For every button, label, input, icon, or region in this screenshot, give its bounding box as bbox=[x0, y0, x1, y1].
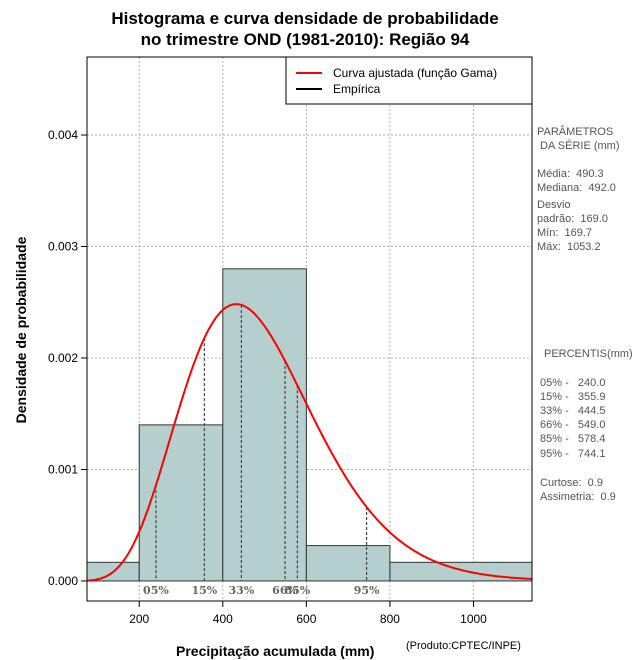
percentis-heading: PERCENTIS(mm) bbox=[544, 348, 633, 360]
x-tick-label-200: 200 bbox=[129, 612, 149, 626]
percentile-label-95: 95% bbox=[354, 584, 380, 597]
x-axis-label: Precipitação acumulada (mm) bbox=[176, 643, 375, 659]
histogram-bars bbox=[86, 268, 533, 582]
y-tick-label-0.004: 0.004 bbox=[48, 128, 78, 142]
legend-label-1: Curva ajustada (função Gama) bbox=[333, 66, 497, 80]
params-heading-2: DA SÉRIE (mm) bbox=[537, 140, 620, 152]
assimetria: Assimetria: 0.9 bbox=[540, 491, 616, 503]
param-desvio-value: padrão: 169.0 bbox=[537, 213, 608, 225]
histogram-bar-3 bbox=[222, 268, 307, 582]
percentil-05: 05% - 240.0 bbox=[540, 377, 606, 389]
percentil-95: 95% - 744.1 bbox=[540, 448, 606, 460]
param-max: Máx: 1053.2 bbox=[537, 241, 601, 253]
percentil-85: 85% - 578.4 bbox=[540, 433, 606, 445]
histogram-bar-2 bbox=[138, 424, 224, 582]
x-tick-label-400: 400 bbox=[213, 612, 233, 626]
y-tick-label-0.003: 0.003 bbox=[48, 240, 78, 254]
y-axis-label: Densidade de probabilidade bbox=[13, 236, 29, 423]
param-mediana: Mediana: 492.0 bbox=[537, 182, 616, 194]
legend-box: Curva ajustada (função Gama) Empírica bbox=[285, 56, 533, 105]
percentil-15: 15% - 355.9 bbox=[540, 391, 606, 403]
percentil-66: 66% - 549.0 bbox=[540, 419, 606, 431]
percentile-lines: 05% 15% 33% 66%85% 95% bbox=[143, 304, 380, 597]
legend-label-2: Empírica bbox=[333, 82, 381, 96]
product-credit: (Produto:CPTEC/INPE) bbox=[406, 640, 521, 652]
chart-title-line2: no trimestre OND (1981-2010): Região 94 bbox=[140, 30, 470, 49]
histogram-bar-4 bbox=[305, 545, 391, 582]
x-tick-label-800: 800 bbox=[380, 612, 400, 626]
percentile-label-85: 85% bbox=[284, 584, 310, 597]
x-tick-label-600: 600 bbox=[296, 612, 316, 626]
gamma-fit-curve bbox=[87, 303, 533, 582]
chart-title-line1: Histograma e curva densidade de probabil… bbox=[111, 9, 499, 28]
y-tick-label-0.001: 0.001 bbox=[48, 462, 78, 476]
param-desvio-label: Desvio bbox=[537, 199, 571, 211]
percentile-label-66: 66% bbox=[272, 584, 298, 597]
x-tick-label-1000: 1000 bbox=[460, 612, 487, 626]
y-tick-label-0.000: 0.000 bbox=[48, 574, 78, 588]
percentil-33: 33% - 444.5 bbox=[540, 405, 606, 417]
curtose: Curtose: 0.9 bbox=[540, 477, 603, 489]
legend-frame bbox=[285, 56, 533, 105]
percentile-label-05: 05% bbox=[143, 584, 169, 597]
param-min: Mín: 169.7 bbox=[537, 227, 593, 239]
percentile-label-33: 33% bbox=[229, 584, 255, 597]
param-media: Média: 490.3 bbox=[537, 168, 604, 180]
y-tick-label-0.002: 0.002 bbox=[48, 351, 78, 365]
percentile-label-15: 15% bbox=[191, 584, 217, 597]
params-heading-1: PARÂMETROS bbox=[537, 126, 614, 138]
